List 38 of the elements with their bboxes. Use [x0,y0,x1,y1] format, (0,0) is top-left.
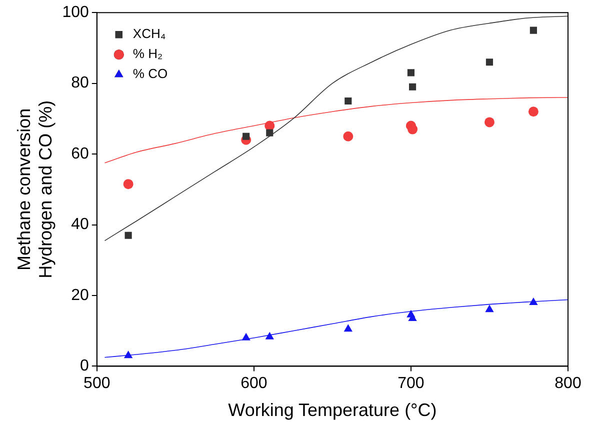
point [242,332,250,340]
point [485,304,494,312]
point [529,298,538,306]
x-tick-label: 700 [398,375,424,392]
point [344,324,352,332]
line-series [104,97,568,164]
y-tick-label: 80 [71,74,89,92]
point [408,124,418,134]
y-tick-label: 40 [71,216,89,234]
point [344,97,352,105]
point [124,232,132,239]
point [409,83,416,90]
y-axis-title: Methane conversion Hydrogen and CO (%) [14,100,56,278]
legend-label: XCH₄ [132,26,166,42]
legend-label: % CO [132,66,168,82]
point [264,120,275,131]
x-axis-title: Working Temperature (°C) [228,400,437,420]
point [124,350,133,358]
point [343,131,354,142]
point [266,129,274,136]
x-tick-label: 500 [84,375,110,392]
point [265,332,274,340]
point [242,132,250,140]
legend-label: % H₂ [132,46,163,62]
x-tick-label: 800 [554,375,582,392]
y-tick-label: 100 [62,4,89,22]
point [123,179,134,190]
point [407,69,414,76]
y-tick-label: 60 [71,145,89,162]
point [486,58,494,66]
y-tick-label: 0 [80,358,89,375]
x-tick-label: 600 [240,375,268,392]
line-series [104,299,568,358]
line-series [104,16,568,242]
y-tick-label: 20 [71,286,89,304]
point [528,106,538,117]
point [484,117,494,128]
point [530,26,537,34]
